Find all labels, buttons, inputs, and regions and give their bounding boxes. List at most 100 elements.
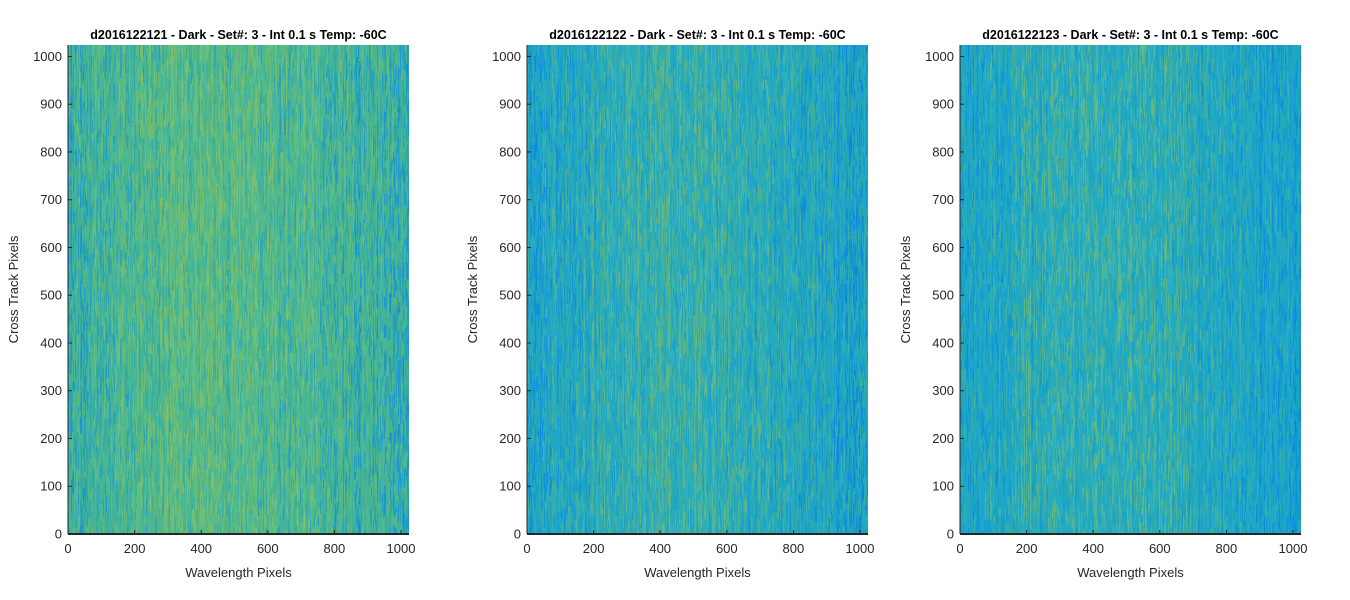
heatmap-streak <box>194 260 196 279</box>
heatmap-streak <box>170 349 172 362</box>
heatmap-streak <box>90 391 92 406</box>
heatmap-streak <box>169 172 171 180</box>
heatmap-streak <box>76 336 78 354</box>
heatmap-streak <box>94 285 96 292</box>
heatmap-streak <box>143 356 145 368</box>
heatmap-streak <box>107 297 109 314</box>
heatmap-streak <box>102 228 104 234</box>
heatmap-streak <box>70 111 72 117</box>
heatmap-streak <box>127 99 129 105</box>
heatmap-streak <box>123 402 125 419</box>
heatmap-streak <box>161 406 163 420</box>
heatmap-streak <box>132 464 134 478</box>
heatmap-streak <box>106 528 108 534</box>
heatmap-streak <box>180 192 182 207</box>
heatmap-streak <box>76 378 78 390</box>
heatmap-streak <box>93 450 95 462</box>
heatmap-streak <box>187 98 189 117</box>
heatmap-streak <box>166 174 168 186</box>
heatmap-streak <box>76 217 78 235</box>
heatmap-streak <box>177 61 179 76</box>
heatmap-streak <box>101 404 103 420</box>
heatmap-streak <box>132 45 134 59</box>
heatmap-streak <box>74 80 76 89</box>
heatmap-streak <box>83 434 85 449</box>
heatmap-streak <box>191 68 193 75</box>
heatmap-streak <box>193 309 195 323</box>
heatmap-streak <box>113 439 115 455</box>
heatmap-streak <box>135 360 137 370</box>
heatmap-streak <box>127 51 129 57</box>
heatmap-streak <box>100 420 102 432</box>
heatmap-streak <box>185 531 187 534</box>
heatmap-streak <box>139 508 141 516</box>
heatmap-streak <box>91 345 93 352</box>
heatmap-streak <box>186 338 188 357</box>
heatmap-streak <box>190 262 192 274</box>
heatmap-streak <box>139 531 141 534</box>
heatmap-streak <box>132 303 134 318</box>
heatmap-streak <box>105 419 107 437</box>
heatmap-streak <box>187 305 189 317</box>
heatmap-streak <box>170 45 172 56</box>
heatmap-streak <box>142 329 144 335</box>
heatmap-streak <box>166 168 168 174</box>
heatmap-streak <box>70 352 72 366</box>
heatmap-streak <box>170 337 172 349</box>
heatmap-streak <box>137 249 139 262</box>
heatmap-streak <box>162 197 164 209</box>
heatmap-streak <box>146 460 148 466</box>
heatmap-streak <box>154 420 156 436</box>
heatmap-streak <box>77 71 79 79</box>
heatmap-streak <box>150 449 152 457</box>
heatmap-streak <box>187 317 189 335</box>
heatmap-streak <box>79 504 81 510</box>
heatmap-streak <box>109 292 111 299</box>
heatmap-streak <box>111 476 113 483</box>
heatmap-streak <box>153 163 155 170</box>
heatmap-streak <box>75 45 77 62</box>
heatmap-streak <box>149 106 151 113</box>
heatmap-streak <box>73 140 75 158</box>
heatmap-streak <box>120 265 122 272</box>
heatmap-streak <box>116 439 118 453</box>
heatmap-streak <box>145 351 147 365</box>
heatmap-streak <box>88 369 90 385</box>
heatmap-streak <box>106 206 108 224</box>
heatmap-streak <box>145 45 147 59</box>
heatmap-streak <box>143 263 145 270</box>
heatmap-streak <box>144 477 146 488</box>
heatmap-streak <box>133 82 135 94</box>
heatmap-streak <box>111 156 113 173</box>
heatmap-streak <box>130 439 132 457</box>
heatmap-streak <box>165 422 167 441</box>
heatmap-streak <box>82 63 84 75</box>
heatmap-streak <box>135 251 137 270</box>
heatmap-streak <box>180 220 182 227</box>
heatmap-streak <box>77 272 79 288</box>
heatmap-streak <box>74 350 76 366</box>
heatmap-streak <box>150 115 152 131</box>
heatmap-streak <box>81 450 83 469</box>
heatmap-streak <box>112 215 114 223</box>
heatmap-streak <box>167 59 169 68</box>
heatmap-streak <box>160 198 162 208</box>
heatmap-streak <box>110 389 112 403</box>
heatmap-streak <box>151 200 153 211</box>
heatmap-streak <box>123 385 125 402</box>
heatmap-streak <box>173 143 175 153</box>
heatmap-streak <box>103 437 105 452</box>
heatmap-streak <box>166 247 168 259</box>
heatmap-streak <box>114 392 116 403</box>
heatmap-streak <box>93 317 95 323</box>
heatmap-streak <box>69 475 71 486</box>
heatmap-streak <box>154 201 156 214</box>
heatmap-streak <box>125 498 127 516</box>
heatmap-streak <box>177 480 179 488</box>
heatmap-streak <box>114 521 116 534</box>
heatmap-streak <box>194 188 196 206</box>
heatmap-streak <box>99 422 101 436</box>
heatmap-streak <box>150 131 152 141</box>
heatmap-streak <box>147 379 149 390</box>
heatmap-streak <box>99 45 101 51</box>
